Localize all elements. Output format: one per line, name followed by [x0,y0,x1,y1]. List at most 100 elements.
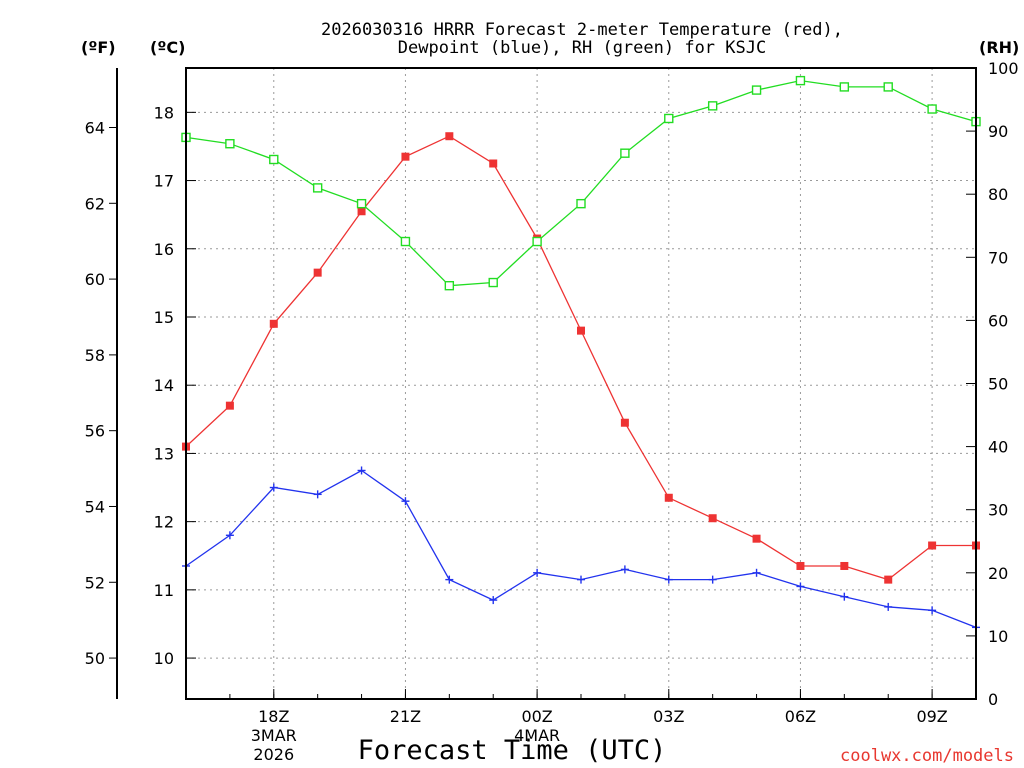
rh-tick-label: 90 [988,122,1008,141]
rh-point [839,82,850,92]
2-meter-temperature-point [313,268,322,277]
rh-tick-label: 80 [988,185,1008,204]
rh-point [883,82,893,92]
2-meter-temperature-point [796,561,805,570]
x-tick-label: 03Z [653,707,684,726]
celsius-tick-label: 14 [154,376,174,395]
rh-point [751,85,762,95]
source-credit: coolwx.com/models [840,746,1014,766]
rh-point [927,104,937,114]
dewpoint-point [225,531,234,540]
dewpoint-point [489,596,498,605]
dewpoint-point [884,602,893,611]
rh-point [488,277,498,288]
x-tick-label: 21Z [390,707,421,726]
celsius-tick-label: 18 [154,103,174,122]
rh-line [185,79,977,287]
rh-point [400,236,411,247]
x-axis-title: Forecast Time (UTC) [358,735,667,766]
dewpoint-point [313,490,322,499]
celsius-tick-label: 12 [154,513,174,532]
celsius-unit-label: (ºC) [150,38,185,57]
rh-point [532,236,542,247]
2-meter-temperature-point [357,207,366,216]
rh-tick-label: 10 [988,627,1008,646]
rh-point [444,280,455,291]
2-meter-temperature-point [840,561,849,570]
dewpoint-point [664,575,673,584]
rh-point [620,148,630,158]
fahrenheit-tick-label: 60 [85,270,105,289]
fahrenheit-tick-label: 50 [85,649,105,668]
celsius-tick-label: 10 [154,649,174,668]
chart-title-line-1: 2026030316 HRRR Forecast 2-meter Tempera… [321,20,843,40]
rh-point [664,113,674,124]
2-meter-temperature-point [225,401,234,410]
2-meter-temperature-point [577,326,585,335]
axis-layer: 10 11 12 13 14 15 16 17 18 50 52 54 56 58 60 62 64 0 10 20 3… [85,59,1019,764]
dewpoint-point [357,466,366,475]
dewpoint-point [752,568,761,577]
fahrenheit-tick-label: 64 [85,118,105,137]
rh-point [795,75,806,86]
2-meter-temperature-point [489,159,498,168]
dewpoint-point [401,497,410,506]
rh-tick-label: 40 [988,438,1008,457]
fahrenheit-tick-label: 56 [85,422,105,441]
rh-point [312,183,323,193]
dewpoint-point [796,582,805,591]
rh-tick-label: 30 [988,501,1008,520]
2-meter-temperature-point [752,534,761,543]
2-meter-temperature-point [401,152,410,161]
series-layer [181,75,981,632]
2-meter-temperature-point [445,132,454,141]
dewpoint-point [620,565,629,574]
x-tick-label: 4MAR [514,726,560,745]
rh-unit-label: (RH) [979,38,1019,57]
x-tick-label: 09Z [916,707,947,726]
x-tick-label: 00Z [521,707,552,726]
dewpoint-point [577,575,585,584]
rh-tick-label: 100 [988,59,1019,78]
rh-tick-label: 20 [988,564,1008,583]
rh-point [225,139,235,149]
rh-point [269,154,279,165]
celsius-tick-label: 17 [154,172,174,191]
dewpoint-point [533,568,542,577]
dewpoint-point [269,483,278,492]
celsius-tick-label: 15 [154,308,174,327]
2-meter-temperature-point [928,541,937,550]
celsius-tick-label: 11 [154,581,174,600]
chart-title-line-2: Dewpoint (blue), RH (green) for KSJC [398,38,766,58]
dewpoint-line [185,469,977,629]
rh-point [576,198,586,209]
rh-tick-label: 50 [988,375,1008,394]
x-tick-label: 18Z [258,707,289,726]
x-tick-label: 2026 [253,745,294,764]
celsius-tick-label: 13 [154,444,174,463]
celsius-tick-label: 16 [154,240,174,259]
dewpoint-point [445,575,454,584]
rh-point [356,198,367,209]
dewpoint-point [928,606,937,615]
x-tick-label: 3MAR [251,726,297,745]
fahrenheit-tick-label: 58 [85,346,105,365]
grid-layer [186,68,976,699]
2-meter-temperature-point [269,319,278,328]
x-tick-label: 06Z [785,707,816,726]
2-meter-temperature-point [884,575,893,584]
rh-tick-label: 70 [988,248,1008,267]
rh-tick-label: 0 [988,690,998,709]
fahrenheit-unit-label: (ºF) [81,38,116,57]
plot-frame [185,67,977,700]
2-meter-temperature-point [708,514,717,523]
fahrenheit-tick-label: 54 [85,497,105,516]
2-meter-temperature-point [620,418,629,427]
2-meter-temperature-point [664,493,673,502]
fahrenheit-tick-label: 52 [85,573,105,592]
rh-point [707,101,718,111]
dewpoint-point [840,592,849,601]
fahrenheit-tick-label: 62 [85,194,105,213]
dewpoint-point [708,575,717,584]
